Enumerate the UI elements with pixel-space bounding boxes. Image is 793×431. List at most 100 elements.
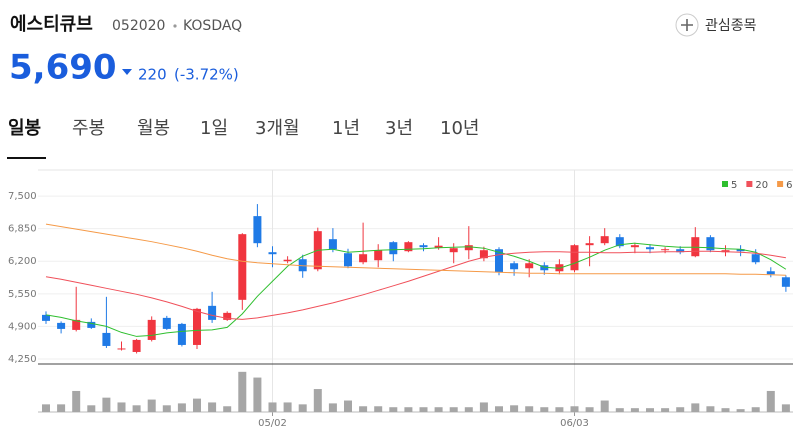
volume-bar: [479, 402, 488, 412]
volume-bar: [464, 407, 473, 412]
candle-body: [147, 319, 156, 340]
candle-body: [495, 249, 503, 273]
stock-code: 052020: [112, 18, 165, 34]
change: 220: [138, 66, 167, 84]
candle-body: [721, 250, 730, 253]
candle-body: [766, 271, 775, 275]
volume-bar: [721, 408, 730, 412]
moving-average: [45, 223, 786, 276]
candle-body: [162, 317, 171, 329]
volume-bar: [449, 407, 458, 412]
tab[interactable]: 1년: [332, 118, 360, 139]
candle-body: [57, 322, 66, 329]
volume-bar: [615, 408, 624, 412]
y-tick-label: 5,550: [8, 289, 37, 300]
volume-bar: [132, 405, 141, 412]
y-tick-label: 7,500: [8, 191, 37, 202]
candle-body: [615, 237, 624, 247]
market: KOSDAQ: [183, 18, 242, 34]
plus: [681, 19, 693, 31]
volume-bar: [147, 399, 156, 412]
y-tick-label: 4,250: [8, 354, 37, 365]
y-tick-label: 4,900: [8, 321, 37, 332]
legend-swatch: [746, 181, 753, 187]
volume-bar: [344, 400, 352, 412]
legend-label: 60: [786, 180, 793, 191]
volume-bar: [766, 390, 775, 412]
volume-bar: [87, 405, 96, 412]
x-tick-label: 05/02: [258, 418, 287, 429]
candle-body: [781, 277, 790, 287]
change-pct: (-3.72%): [174, 66, 239, 84]
volume-bar: [374, 406, 383, 412]
volume-bar: [253, 377, 262, 412]
volume-bar: [676, 407, 685, 412]
tab[interactable]: 주봉: [72, 118, 105, 139]
volume-bar: [646, 408, 654, 412]
candle-body: [751, 254, 760, 263]
volume-bar: [419, 407, 428, 412]
volume-bar: [404, 407, 413, 412]
volume-bar: [600, 400, 609, 412]
legend-label: 20: [755, 180, 768, 191]
candle-body: [208, 305, 217, 320]
candle-body: [646, 247, 654, 250]
volume-bar: [268, 402, 277, 412]
watch-button[interactable]: 관심종목: [675, 13, 757, 37]
volume-bar: [359, 406, 368, 412]
tab[interactable]: 3년: [385, 118, 413, 139]
candle-body: [691, 237, 700, 257]
down-arrow: [122, 69, 132, 75]
volume-bar: [102, 397, 111, 412]
volume-bar: [57, 404, 66, 412]
candle-body: [193, 308, 201, 345]
candle-body: [72, 319, 81, 330]
volume-bar: [283, 402, 292, 412]
volume-bar: [389, 407, 398, 412]
candle-body: [283, 259, 292, 262]
legend-swatch: [777, 181, 784, 187]
volume-bar: [751, 407, 760, 412]
tab[interactable]: 10년: [440, 118, 479, 139]
candle-body: [419, 245, 428, 248]
candle-body: [374, 250, 383, 261]
volume-bar: [208, 402, 217, 412]
price: 5,690: [9, 48, 117, 88]
volume-bar: [298, 404, 307, 412]
candle-body: [102, 332, 111, 346]
volume-bar: [570, 406, 579, 412]
tab[interactable]: 월봉: [137, 118, 170, 139]
volume-bar: [313, 389, 322, 412]
candle-body: [223, 312, 232, 320]
tab[interactable]: 3개월: [255, 118, 300, 139]
volume-bar: [736, 409, 745, 412]
volume-bar: [525, 406, 534, 412]
volume-bar: [706, 406, 715, 412]
tab[interactable]: 일봉: [8, 118, 41, 139]
candle-body: [630, 245, 639, 248]
candle-body: [706, 237, 715, 251]
candle-body: [540, 265, 549, 271]
volume-bar: [117, 402, 126, 412]
candle-body: [87, 321, 96, 328]
candle-body: [328, 239, 337, 250]
volume-bar: [630, 408, 639, 412]
candle-body: [600, 236, 609, 244]
x-tick-label: 06/03: [560, 418, 589, 429]
candle-body: [404, 242, 413, 252]
volume-bar: [434, 407, 443, 412]
candle-body: [736, 249, 745, 252]
volume-bar: [495, 406, 503, 412]
moving-average: [45, 242, 787, 337]
candle-body: [434, 245, 443, 248]
volume-bar: [540, 407, 549, 412]
candle-body: [268, 252, 277, 255]
legend-label: 5: [731, 180, 737, 191]
tab[interactable]: 1일: [200, 118, 228, 139]
volume-bar: [328, 403, 337, 412]
y-tick-label: 6,850: [8, 224, 37, 235]
volume-bar: [223, 406, 232, 412]
candle-body: [344, 253, 352, 267]
candle-body: [676, 249, 685, 253]
separator: [173, 24, 177, 28]
